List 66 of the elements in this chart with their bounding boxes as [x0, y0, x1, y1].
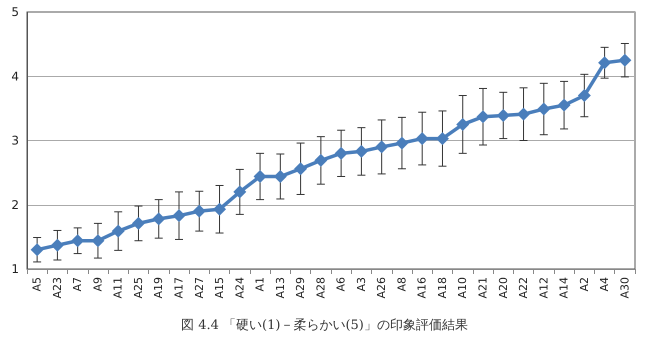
x-tick-label: A23 — [50, 277, 64, 299]
point — [152, 212, 166, 226]
point — [112, 224, 125, 238]
point — [50, 238, 64, 252]
x-tick-label: A12 — [537, 277, 550, 299]
x-tick-label: A2 — [578, 277, 591, 292]
x-tick-label: A28 — [314, 277, 328, 299]
y-tick-label: 4 — [11, 69, 19, 84]
point — [456, 118, 470, 131]
point — [395, 136, 408, 150]
x-tick-label: A30 — [618, 277, 632, 299]
x-tick-label: A10 — [456, 277, 470, 299]
x-tick-label: A17 — [172, 277, 186, 299]
point — [254, 170, 267, 183]
point — [496, 108, 510, 122]
point — [416, 132, 429, 146]
x-tick-label: A16 — [416, 277, 429, 299]
y-tick-label: 2 — [11, 198, 19, 212]
x-tick-label: A8 — [395, 277, 408, 292]
x-tick-label: A3 — [354, 277, 368, 292]
point — [354, 144, 368, 158]
text: 図 4.4 「硬い(1)－柔らかい(5)」の印象評価結果 — [181, 318, 468, 333]
x-tick-label: A5 — [30, 277, 44, 292]
point — [537, 102, 550, 116]
point — [334, 146, 348, 160]
x-tick-label: A11 — [112, 277, 125, 299]
point — [213, 202, 226, 216]
point — [618, 54, 632, 67]
point — [598, 56, 612, 70]
point — [192, 204, 206, 218]
x-tick-label: A14 — [558, 277, 571, 299]
point — [172, 209, 186, 222]
point — [91, 234, 104, 248]
point — [314, 154, 328, 167]
x-tick-label: A22 — [517, 277, 530, 299]
point — [558, 98, 571, 112]
x-tick-label: A7 — [71, 277, 84, 292]
x-tick-label: A18 — [436, 277, 449, 299]
x-tick-label: A24 — [233, 277, 246, 299]
x-tick-label: A21 — [476, 277, 490, 299]
x-tick-label: A27 — [192, 277, 206, 299]
x-tick-label: A15 — [213, 277, 226, 299]
y-tick-label: 3 — [11, 134, 19, 148]
y-tick-label: 5 — [11, 5, 19, 19]
x-tick-label: A13 — [274, 277, 287, 299]
point — [274, 170, 287, 183]
point — [436, 132, 449, 146]
x-tick-label: A1 — [254, 277, 267, 292]
x-tick-label: A25 — [132, 277, 145, 299]
point — [71, 234, 84, 248]
y-tick-label: 1 — [11, 262, 19, 276]
point — [476, 110, 490, 124]
x-tick-label: A19 — [152, 277, 166, 299]
point — [578, 89, 591, 102]
x-tick-label: A6 — [334, 277, 348, 292]
point — [294, 162, 308, 176]
point — [132, 216, 145, 230]
x-tick-label: A26 — [375, 277, 388, 299]
point — [30, 243, 44, 256]
x-tick-label: A4 — [598, 277, 612, 292]
point — [233, 185, 246, 198]
point — [375, 140, 388, 154]
point — [517, 108, 530, 121]
x-tick-label: A20 — [496, 277, 510, 299]
x-tick-label: A9 — [91, 277, 104, 292]
x-tick-label: A29 — [294, 277, 308, 299]
